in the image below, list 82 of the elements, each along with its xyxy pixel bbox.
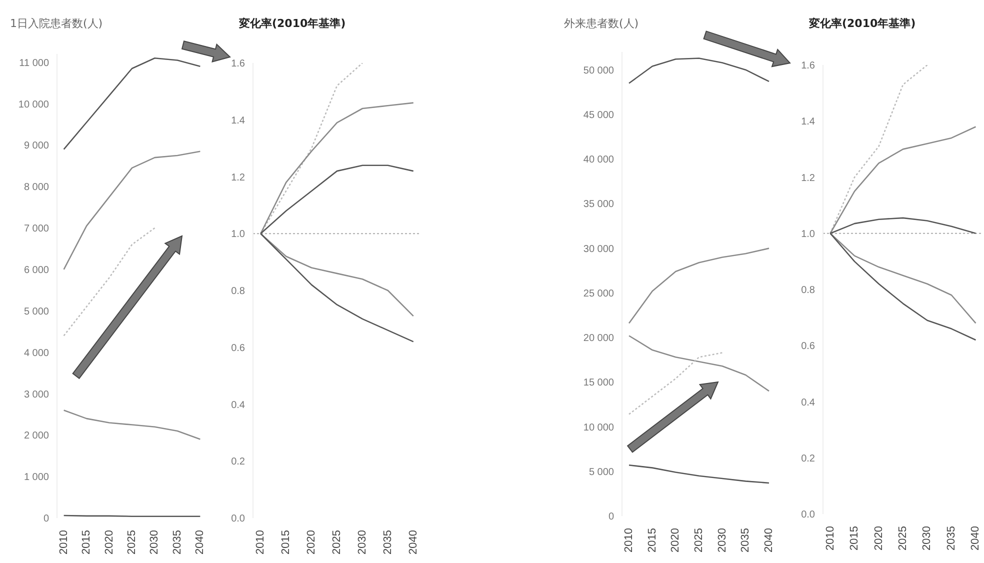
x-tick-label: 2020 (872, 526, 885, 550)
line-series (628, 335, 770, 392)
y-axis-title: 1日入院患者数(人) (10, 16, 103, 31)
y-tick-label: 4 000 (24, 348, 50, 359)
y-tick-label: 1.0 (231, 229, 246, 240)
y-tick-label: 0.2 (801, 453, 816, 464)
x-tick-label: 2035 (382, 530, 394, 554)
x-tick-label: 2040 (407, 530, 420, 554)
y-tick-label: 1.2 (801, 172, 816, 184)
x-tick-label: 2030 (148, 530, 161, 554)
y-tick-label: 9 000 (24, 140, 50, 152)
y-tick-label: 1.0 (801, 228, 816, 240)
y-tick-label: 0.4 (801, 397, 816, 408)
y-tick-label: 25 000 (583, 288, 614, 300)
x-tick-label: 2010 (623, 528, 635, 552)
y-tick-label: 0.4 (231, 400, 246, 411)
x-tick-label: 2015 (80, 530, 93, 554)
y-tick-label: 6 000 (24, 264, 50, 276)
y-tick-label: 1.4 (231, 115, 246, 126)
x-tick-label: 2025 (126, 530, 138, 554)
line-series (628, 58, 770, 84)
line-series (63, 227, 156, 336)
y-tick-label: 45 000 (583, 110, 614, 122)
y-tick-label: 0.8 (231, 286, 246, 298)
line-series (628, 352, 723, 415)
y-tick-label: 50 000 (583, 65, 614, 76)
x-tick-label: 2030 (921, 526, 934, 550)
y-tick-label: 0.0 (231, 514, 246, 525)
x-tick-label: 2010 (824, 526, 836, 550)
x-tick-label: 2035 (740, 528, 752, 552)
y-tick-label: 3 000 (24, 389, 50, 400)
y-tick-label: 0.0 (801, 510, 816, 521)
x-tick-label: 2010 (58, 530, 70, 554)
x-tick-label: 2035 (171, 530, 184, 554)
y-tick-label: 0 (43, 514, 50, 525)
x-tick-label: 2035 (945, 526, 958, 550)
y-tick-label: 1 000 (24, 472, 50, 484)
y-axis-title: 変化率(2010年基準) (239, 16, 346, 31)
y-tick-label: 35 000 (583, 199, 614, 210)
x-tick-label: 2025 (693, 528, 705, 552)
x-tick-label: 2040 (194, 530, 206, 554)
y-tick-label: 7 000 (24, 224, 50, 235)
x-tick-label: 2025 (897, 526, 909, 550)
y-tick-label: 0.6 (801, 341, 816, 352)
x-tick-label: 2030 (356, 530, 368, 554)
x-tick-label: 2020 (670, 528, 682, 552)
x-tick-label: 2015 (848, 526, 861, 550)
x-tick-label: 2030 (716, 528, 728, 552)
y-tick-label: 0 (608, 512, 614, 523)
y-tick-label: 2 000 (24, 430, 50, 442)
x-tick-label: 2020 (103, 530, 116, 554)
y-axis-title: 外来患者数(人) (564, 16, 639, 31)
y-tick-label: 40 000 (583, 154, 614, 166)
y-tick-label: 0.6 (231, 342, 246, 354)
y-tick-label: 1.2 (231, 172, 246, 184)
line-series (63, 150, 201, 270)
x-tick-label: 2040 (763, 528, 775, 552)
y-tick-label: 15 000 (583, 378, 614, 389)
y-tick-label: 1.6 (231, 58, 246, 70)
line-series (63, 410, 201, 440)
y-tick-label: 5 000 (588, 466, 614, 478)
line-series (628, 248, 770, 324)
y-tick-label: 1.4 (801, 116, 816, 128)
y-tick-label: 8 000 (24, 182, 50, 194)
x-tick-label: 2020 (306, 530, 318, 554)
y-tick-label: 11 000 (19, 58, 50, 69)
x-tick-label: 2015 (646, 528, 658, 552)
y-tick-label: 0.2 (231, 456, 246, 468)
y-tick-label: 10 000 (18, 99, 50, 110)
x-tick-label: 2025 (331, 530, 343, 554)
x-tick-label: 2040 (970, 526, 982, 550)
x-tick-label: 2010 (254, 530, 267, 554)
line-series (63, 57, 201, 150)
y-tick-label: 10 000 (583, 422, 614, 434)
y-tick-label: 30 000 (583, 244, 614, 255)
y-tick-label: 1.6 (801, 60, 816, 72)
x-tick-label: 2015 (280, 530, 292, 554)
y-tick-label: 20 000 (583, 333, 614, 344)
y-tick-label: 0.8 (801, 285, 816, 296)
line-series (628, 464, 770, 484)
y-tick-label: 5 000 (24, 306, 50, 318)
y-axis-title: 変化率(2010年基準) (809, 16, 916, 31)
